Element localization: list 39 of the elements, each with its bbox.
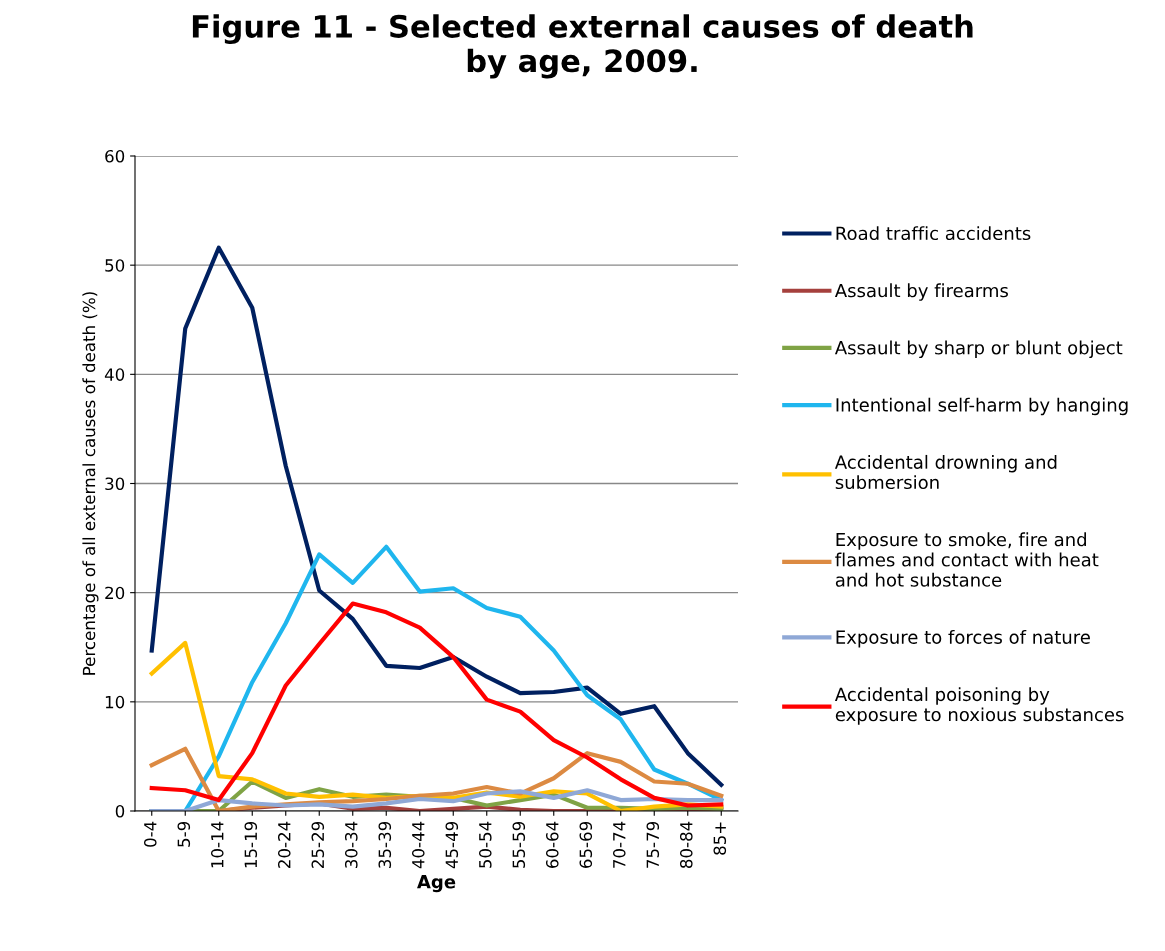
x-tick-label: 35-39 [378,821,392,868]
chart-title: Figure 11 - Selected external causes of death by age, 2009. [192,14,973,79]
x-tick-label: 65-69 [579,821,593,868]
x-tick-label: 25-29 [311,821,325,868]
x-tick-label: 75-79 [646,821,660,868]
y-tick-label: 20 [105,586,125,600]
y-tick-label: 10 [105,695,125,709]
x-tick-label: 30-34 [344,821,358,868]
legend-label: Accidental poisoning by exposure to noxious substances [834,687,1124,725]
x-tick-label: 0-4 [143,821,157,847]
legend-label: Road traffic accidents [836,226,1031,241]
x-tick-label: 70-74 [612,821,626,868]
line-series [149,245,724,787]
x-tick-label: 40-44 [411,821,425,869]
y-tick-label: 30 [105,477,125,491]
x-tick-label: 10-14 [210,821,224,868]
x-tick-label: 50-54 [478,821,492,868]
line-series [149,601,724,808]
y-tick-label: 50 [105,259,125,272]
x-tick-label: 80-84 [679,821,693,869]
x-axis-title: Age [417,875,456,893]
legend-label: Intentional self-harm by hanging [836,397,1128,416]
line-series [149,788,724,811]
x-tick-label: 5-9 [177,821,191,847]
legend-label: Exposure to smoke, fire and flames and contact with heat and hot substance [835,532,1099,587]
y-tick-label: 40 [104,368,125,381]
y-tick-label: 60 [105,149,125,163]
legend-label: Assault by sharp or blunt object [834,340,1123,359]
x-tick-label: 20-24 [277,821,291,868]
y-axis-title: Percentage of all external causes of death (%) [82,292,99,675]
x-tick-label: 55-59 [512,821,526,868]
x-tick-label: 60-64 [545,821,559,868]
x-tick-label: 15-19 [244,821,258,868]
legend-label: Assault by firearms [834,283,1008,301]
x-tick-label: 85+ [713,822,727,855]
y-tick-label: 0 [115,804,125,818]
legend-label: Accidental drowning and submersion [834,454,1057,490]
legend-label: Exposure to forces of nature [836,629,1090,648]
x-tick-label: 45-49 [445,821,459,869]
